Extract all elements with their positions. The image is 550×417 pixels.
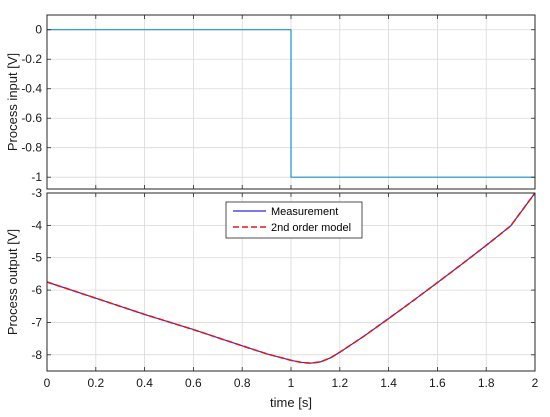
output-y-tick-label: -6 (31, 283, 42, 297)
input-series (47, 29, 535, 178)
output-x-tick-label: 0.6 (185, 376, 202, 390)
legend-box (225, 201, 363, 239)
output-y-tick-label: -7 (31, 315, 42, 329)
input-y-axis-title: Process input [V] (5, 53, 20, 151)
input-y-tick-label: -0.8 (21, 141, 42, 155)
input-y-tick-label: 0 (35, 23, 42, 37)
output-y-tick-label: -5 (31, 251, 42, 265)
input-y-tick-label: -0.4 (21, 82, 42, 96)
output-y-axis-title: Process output [V] (5, 229, 20, 335)
input-y-tick-label: -0.2 (21, 52, 42, 66)
input-series-line-0 (47, 29, 535, 178)
output-ticks: 0 0.2 0.4 0.6 0.8 1 1.2 1.4 1.6 1.8 2 -3 -4 -5 -6 -7 -8 (31, 186, 538, 390)
input-panel: 0 -0.2 -0.4 -0.6 -0.8 -1 Process input [V] (5, 14, 536, 190)
x-axis-title: time [s] (270, 395, 312, 410)
output-x-tick-label: 1.4 (380, 376, 397, 390)
input-y-tick-label: -0.6 (21, 111, 42, 125)
output-y-tick-label: -3 (31, 186, 42, 200)
output-x-tick-label: 0 (44, 376, 51, 390)
output-x-tick-label: 2 (532, 376, 539, 390)
legend-label-measurement: Measurement (271, 206, 338, 218)
output-x-tick-label: 1.2 (331, 376, 348, 390)
output-x-tick-label: 1.8 (478, 376, 495, 390)
input-ticks: 0 -0.2 -0.4 -0.6 -0.8 -1 (21, 15, 536, 189)
output-x-tick-label: 0.8 (234, 376, 251, 390)
output-y-tick-label: -8 (31, 348, 42, 362)
legend-label-model: 2nd order model (271, 222, 351, 234)
output-y-tick-label: -4 (31, 218, 42, 232)
input-y-tick-label: -1 (31, 170, 42, 184)
output-x-tick-label: 0.4 (136, 376, 153, 390)
output-series (46, 192, 536, 365)
output-x-tick-label: 1 (288, 376, 295, 390)
legend: Measurement 2nd order model (225, 201, 363, 239)
output-x-tick-label: 0.2 (87, 376, 104, 390)
output-x-tick-label: 1.6 (429, 376, 446, 390)
output-panel: 0 0.2 0.4 0.6 0.8 1 1.2 1.4 1.6 1.8 2-3-4-5-6-7-8 … (5, 186, 539, 410)
output-series-line-2nd-order-model (46, 192, 536, 365)
